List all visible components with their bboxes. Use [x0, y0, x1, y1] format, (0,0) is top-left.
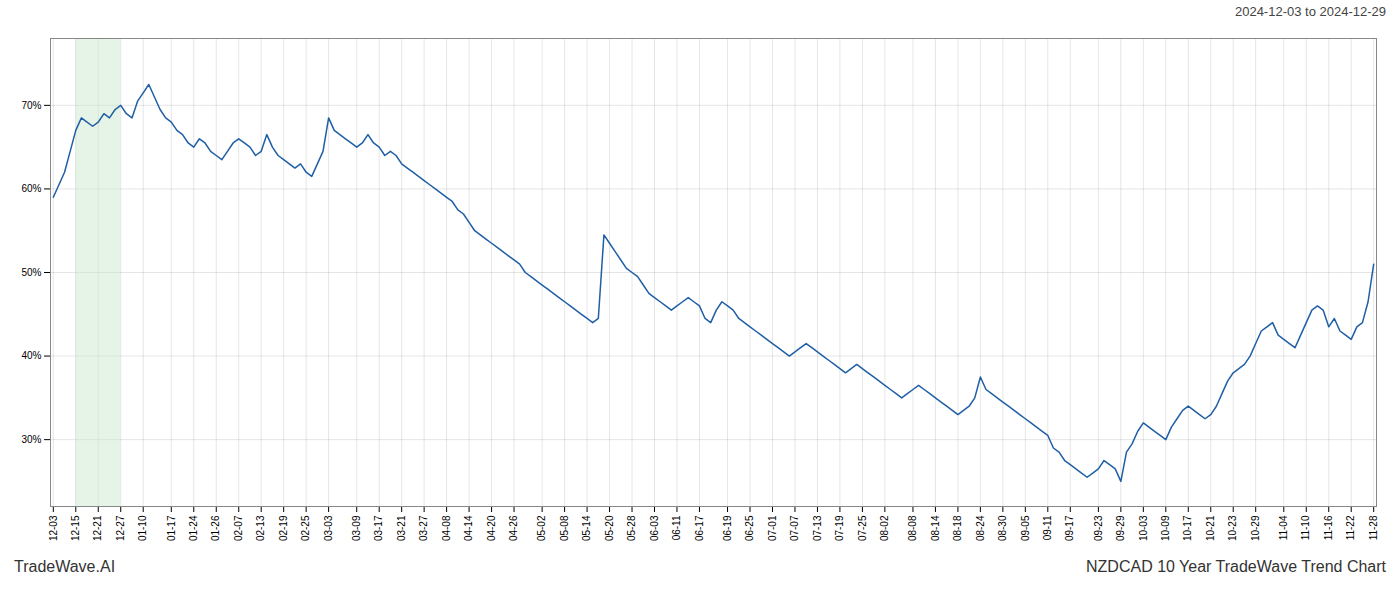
- svg-text:09-29: 09-29: [1115, 515, 1126, 541]
- svg-text:05-20: 05-20: [604, 515, 615, 541]
- svg-text:11-04: 11-04: [1278, 515, 1289, 540]
- svg-text:10-03: 10-03: [1138, 515, 1149, 541]
- svg-text:08-24: 08-24: [975, 515, 986, 541]
- svg-text:02-13: 02-13: [255, 515, 266, 541]
- svg-text:06-19: 06-19: [722, 515, 733, 541]
- svg-text:10-29: 10-29: [1250, 515, 1261, 541]
- svg-text:11-16: 11-16: [1323, 515, 1334, 540]
- svg-text:07-07: 07-07: [789, 515, 800, 541]
- svg-text:11-10: 11-10: [1300, 515, 1311, 540]
- svg-text:07-19: 07-19: [834, 515, 845, 541]
- svg-text:07-25: 07-25: [857, 515, 868, 541]
- svg-text:10-17: 10-17: [1182, 515, 1193, 541]
- svg-text:03-17: 03-17: [373, 515, 384, 541]
- svg-text:08-18: 08-18: [952, 515, 963, 541]
- svg-text:09-05: 09-05: [1020, 515, 1031, 541]
- svg-text:02-19: 02-19: [278, 515, 289, 541]
- svg-text:06-25: 06-25: [744, 515, 755, 541]
- svg-text:05-08: 05-08: [559, 515, 570, 541]
- svg-text:50%: 50%: [21, 267, 41, 278]
- svg-text:11-22: 11-22: [1345, 515, 1356, 540]
- svg-text:03-09: 03-09: [351, 515, 362, 541]
- svg-text:05-28: 05-28: [626, 515, 637, 541]
- svg-text:02-07: 02-07: [233, 515, 244, 541]
- svg-text:09-17: 09-17: [1064, 515, 1075, 541]
- svg-text:12-27: 12-27: [115, 515, 126, 541]
- svg-text:09-23: 09-23: [1093, 515, 1104, 541]
- svg-text:04-26: 04-26: [508, 515, 519, 541]
- svg-text:70%: 70%: [21, 100, 41, 111]
- svg-text:01-26: 01-26: [210, 515, 221, 541]
- svg-text:02-25: 02-25: [300, 515, 311, 541]
- svg-text:09-11: 09-11: [1042, 515, 1053, 540]
- svg-text:01-10: 01-10: [137, 515, 148, 541]
- svg-text:40%: 40%: [21, 350, 41, 361]
- svg-text:10-09: 10-09: [1160, 515, 1171, 541]
- svg-text:08-02: 08-02: [879, 515, 890, 541]
- html-text:2024-12-03 to 2024-12-29: 2024-12-03 to 2024-12-29: [1234, 4, 1386, 19]
- svg-text:04-20: 04-20: [486, 515, 497, 541]
- svg-text:05-02: 05-02: [536, 515, 547, 541]
- svg-text:60%: 60%: [21, 183, 41, 194]
- svg-text:30%: 30%: [21, 434, 41, 445]
- svg-text:08-30: 08-30: [997, 515, 1008, 541]
- svg-text:06-03: 06-03: [649, 515, 660, 541]
- svg-text:10-23: 10-23: [1227, 515, 1238, 541]
- svg-text:03-03: 03-03: [323, 515, 334, 541]
- svg-text:03-27: 03-27: [418, 515, 429, 541]
- svg-text:10-21: 10-21: [1205, 515, 1216, 541]
- svg-text:05-14: 05-14: [581, 515, 592, 541]
- svg-text:04-14: 04-14: [463, 515, 474, 541]
- svg-text:11-28: 11-28: [1368, 515, 1379, 540]
- svg-text:04-08: 04-08: [441, 515, 452, 541]
- svg-text:06-17: 06-17: [694, 515, 705, 541]
- html-text:NZDCAD 10 Year TradeWave Trend: NZDCAD 10 Year TradeWave Trend Chart: [1086, 558, 1386, 575]
- svg-text:07-01: 07-01: [767, 515, 778, 541]
- svg-text:08-14: 08-14: [930, 515, 941, 541]
- svg-text:06-11: 06-11: [671, 515, 682, 540]
- svg-text:12-03: 12-03: [48, 515, 59, 541]
- svg-text:07-13: 07-13: [812, 515, 823, 541]
- svg-text:12-15: 12-15: [70, 515, 81, 541]
- html-text:TradeWave.AI: TradeWave.AI: [14, 558, 116, 575]
- svg-text:03-21: 03-21: [396, 515, 407, 541]
- svg-text:08-08: 08-08: [907, 515, 918, 541]
- svg-text:01-24: 01-24: [188, 515, 199, 541]
- svg-text:12-21: 12-21: [92, 515, 103, 541]
- svg-text:01-17: 01-17: [166, 515, 177, 541]
